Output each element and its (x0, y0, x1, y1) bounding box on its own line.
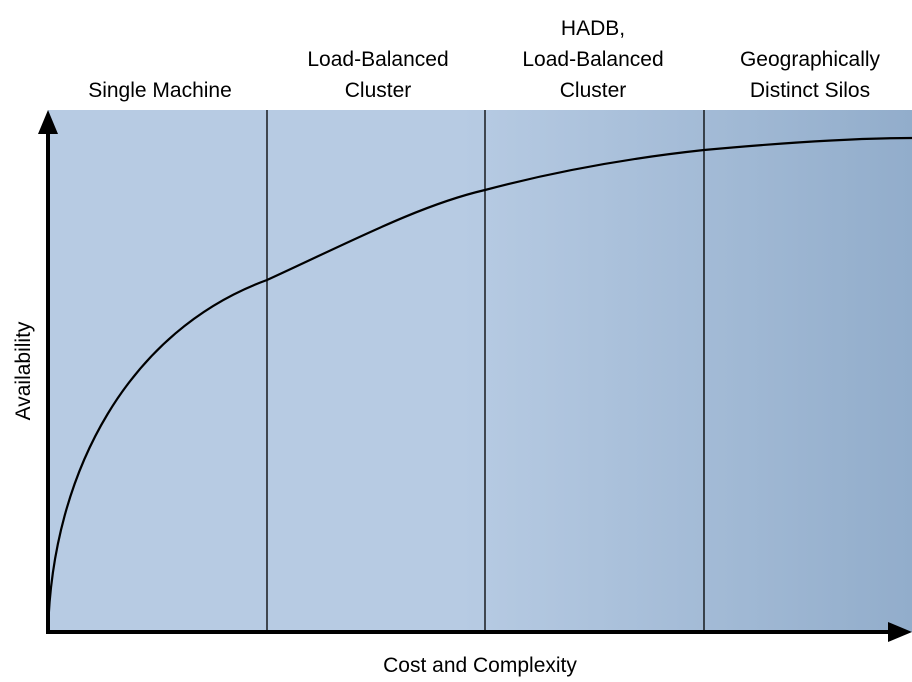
column-label: Geographically (740, 48, 881, 71)
column-label: HADB, (561, 17, 625, 40)
column-label: Distinct Silos (750, 79, 870, 102)
x-arrow (888, 622, 912, 642)
column-label: Load-Balanced (307, 48, 448, 71)
column-label: Cluster (345, 79, 412, 102)
availability-curve (46, 136, 912, 633)
y-axis-label: Availability (12, 321, 35, 420)
plot-area (48, 110, 912, 632)
y-arrow (38, 110, 58, 134)
column-label: Load-Balanced (522, 48, 663, 71)
column-label: Cluster (560, 79, 627, 102)
column-label: Single Machine (88, 79, 232, 102)
x-axis-label: Cost and Complexity (383, 654, 577, 677)
